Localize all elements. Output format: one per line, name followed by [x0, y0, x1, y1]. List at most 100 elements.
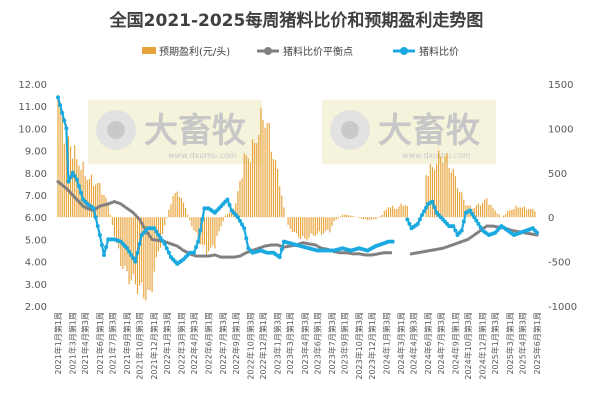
x-tick-label: 2024年9月第1周	[450, 312, 460, 375]
ratio-point	[277, 255, 282, 260]
profit-bar	[461, 192, 463, 218]
watermark-logo-icon	[107, 121, 125, 139]
profit-bar	[438, 150, 440, 218]
ratio-point	[405, 217, 410, 222]
ratio-point	[478, 225, 483, 230]
ratio-point	[461, 219, 466, 224]
profit-bar	[484, 199, 486, 218]
y-right-tick-label: 0	[548, 213, 554, 224]
profit-bar	[218, 217, 220, 232]
ratio-point	[407, 221, 412, 226]
profit-bar	[362, 217, 364, 220]
ratio-point	[235, 215, 240, 220]
profit-bar	[262, 119, 264, 218]
x-tick-label: 2023年4月第3周	[300, 312, 310, 375]
x-tick-label: 2021年10月第3周	[135, 312, 145, 380]
profit-bar	[369, 217, 371, 220]
profit-bar	[266, 123, 268, 218]
watermark-logo-icon	[341, 121, 359, 139]
profit-bar	[249, 162, 252, 218]
x-tick-label: 2024年1月第3周	[381, 312, 391, 375]
profit-bar	[95, 184, 97, 218]
profit-bar	[496, 213, 498, 218]
y-left-tick-label: 8.00	[25, 169, 47, 180]
profit-bar	[168, 209, 170, 218]
x-tick-label: 2024年12月第1周	[478, 312, 488, 380]
profit-bar	[360, 217, 362, 219]
ratio-point	[58, 103, 63, 108]
y-left-tick-label: 11.00	[18, 102, 47, 113]
ratio-point	[137, 241, 142, 246]
ratio-point	[102, 252, 107, 257]
profit-bar	[138, 217, 141, 286]
x-tick-label: 2021年9月第1周	[122, 312, 132, 375]
ratio-point	[160, 238, 165, 243]
ratio-point	[164, 246, 169, 251]
profit-bar	[402, 205, 404, 218]
profit-bar	[390, 207, 392, 218]
profit-bar	[436, 163, 438, 218]
profit-bar	[277, 169, 279, 218]
ratio-point	[191, 250, 196, 255]
x-tick-label: 2023年9月第1周	[340, 312, 350, 375]
profit-bar	[350, 215, 352, 218]
profit-bar	[513, 208, 515, 218]
profit-bar	[264, 127, 266, 218]
profit-bar	[433, 169, 436, 218]
ratio-point	[244, 236, 249, 241]
profit-bar	[99, 182, 101, 218]
ratio-point	[451, 224, 456, 229]
profit-bar	[320, 217, 323, 235]
profit-bar	[515, 205, 517, 218]
profit-bar	[498, 214, 500, 218]
profit-bar	[404, 205, 406, 218]
legend-swatch-profit	[142, 47, 156, 54]
profit-bar	[113, 217, 116, 237]
profit-bar	[109, 214, 111, 218]
ratio-point	[472, 215, 477, 220]
profit-bar	[182, 202, 185, 218]
profit-bar	[297, 217, 300, 238]
profit-bar	[507, 211, 509, 218]
profit-bar	[444, 156, 446, 218]
ratio-point	[240, 222, 245, 227]
profit-bar	[312, 217, 314, 236]
profit-bar	[440, 156, 442, 218]
profit-bar	[279, 186, 281, 218]
x-tick-label: 2024年3月第1周	[396, 312, 406, 375]
profit-bar	[318, 217, 321, 232]
ratio-point	[152, 226, 157, 231]
profit-bar	[226, 214, 229, 218]
profit-bar	[281, 195, 283, 218]
x-tick-label: 2023年6月第1周	[312, 312, 322, 375]
ratio-point	[422, 209, 427, 214]
profit-bar	[143, 217, 145, 299]
profit-bar	[57, 94, 59, 218]
breakeven-point	[146, 231, 150, 236]
profit-bar	[343, 214, 346, 218]
ratio-point	[156, 232, 161, 237]
watermark-brand: 大畜牧	[378, 111, 481, 151]
profit-bar	[115, 217, 118, 244]
x-tick-label: 2023年1月第3周	[273, 312, 283, 375]
profit-bar	[475, 205, 477, 218]
profit-bar	[364, 217, 367, 220]
profit-bar	[197, 217, 199, 243]
ratio-point	[535, 230, 539, 235]
profit-bar	[241, 178, 243, 218]
profit-bar	[381, 214, 383, 218]
profit-bar	[456, 187, 459, 218]
profit-bar	[463, 199, 465, 218]
profit-bar	[400, 203, 402, 218]
profit-bar	[346, 214, 348, 218]
breakeven-point	[133, 213, 137, 217]
x-tick-label: 2022年12月第1周	[258, 312, 268, 380]
y-left-tick-label: 2.00	[25, 302, 47, 313]
profit-bar	[525, 209, 528, 218]
profit-bar	[490, 204, 492, 218]
profit-bar	[291, 217, 293, 232]
ratio-point	[56, 95, 60, 100]
y-left-tick-label: 4.00	[25, 258, 47, 269]
profit-bar	[180, 197, 182, 218]
profit-bar	[459, 191, 461, 218]
